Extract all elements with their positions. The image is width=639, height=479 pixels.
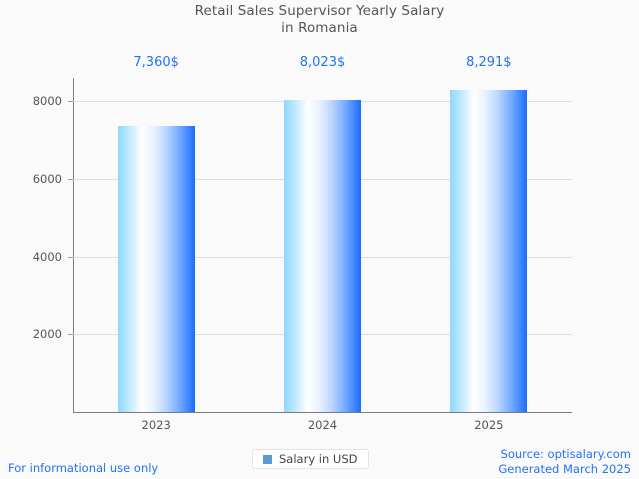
- bar-value-label-2025: 8,291$: [466, 55, 512, 70]
- y-axis-tick-label: 6000: [32, 171, 62, 186]
- source-text: Source: optisalary.com: [500, 447, 631, 461]
- legend-label-salary: Salary in USD: [279, 452, 358, 466]
- y-axis-tick-mark: [68, 101, 73, 103]
- x-axis-tick-label-2024: 2024: [307, 418, 338, 432]
- y-axis-tick-label: 2000: [32, 327, 62, 342]
- y-axis-tick-mark: [68, 256, 73, 258]
- bar-2025[interactable]: [450, 90, 528, 412]
- chart-title: Retail Sales Supervisor Yearly Salary in…: [0, 3, 639, 37]
- plot-area: 2000 4000 6000 8000: [33, 78, 572, 412]
- chart-title-line-1: Retail Sales Supervisor Yearly Salary: [194, 3, 445, 19]
- bar-value-label-2023: 7,360$: [133, 55, 179, 70]
- y-axis-tick-mark: [68, 178, 73, 180]
- legend-swatch-icon: [263, 454, 272, 464]
- x-axis-tick-label-2023: 2023: [141, 418, 171, 432]
- y-axis-tick: 6000: [33, 172, 62, 186]
- y-axis-tick-label: 8000: [32, 94, 62, 109]
- chart-legend[interactable]: Salary in USD: [252, 449, 369, 469]
- bar-2024[interactable]: [284, 100, 361, 412]
- chart-title-line-2: in Romania: [281, 20, 358, 36]
- y-axis-tick-mark: [68, 334, 73, 336]
- y-axis-line: [73, 78, 74, 413]
- x-axis-tick-label-2025: 2025: [474, 418, 504, 432]
- x-axis-line: [73, 412, 572, 413]
- y-axis-tick: 8000: [33, 94, 62, 108]
- bar-2023[interactable]: [117, 126, 195, 412]
- disclaimer-text: For informational use only: [8, 461, 159, 475]
- bar-value-label-2024: 8,023$: [299, 55, 346, 70]
- y-axis-tick: 4000: [33, 250, 62, 264]
- y-axis-tick: 2000: [33, 327, 62, 341]
- source-block: Source: optisalary.com Generated March 2…: [498, 447, 631, 476]
- generated-text: Generated March 2025: [498, 461, 631, 476]
- y-axis-tick-label: 4000: [32, 249, 62, 264]
